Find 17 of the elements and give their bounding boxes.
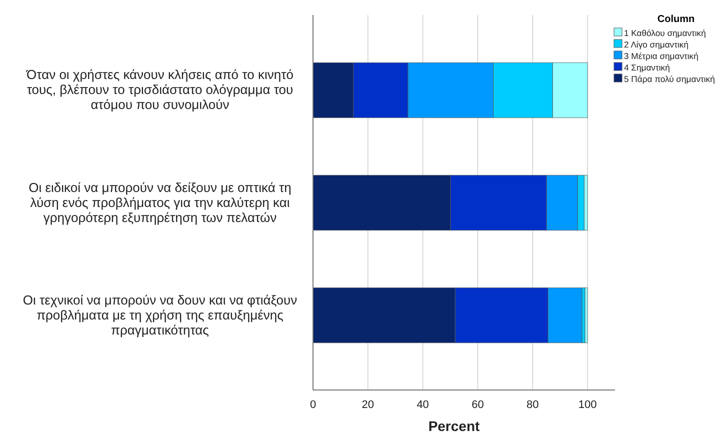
x-axis-title: Percent [428, 418, 480, 432]
x-tick-label: 80 [526, 398, 539, 411]
legend-label: 4 Σημαντική [624, 62, 670, 72]
legend-title: Column [657, 14, 695, 25]
bar [584, 287, 588, 344]
x-tick-label: 0 [310, 398, 316, 411]
x-tick-label: 20 [362, 398, 374, 411]
x-tick-label: 60 [472, 398, 484, 411]
legend-label: 3 Μέτρια σημαντική [624, 51, 699, 61]
y-tick-label: Όταν οι χρήστες κάνουν κλήσεις από το κινητό τους, βλέπουν το τρισδιάστατο ολόγραμμα του ατόμου που συνομιλούν [26, 67, 294, 112]
legend-label: 2 Λίγο σημαντική [624, 40, 689, 50]
legend-label: 5 Πάρα πολύ σημαντική [624, 74, 716, 84]
y-tick-label: Οι ειδικοί να μπορούν να δείξουν με οπτικά τη λύση ενός προβλήματος για την καλύτερη και γρηγορότερη εξυπηρέτηση των πελατών [28, 180, 292, 225]
legend-label: 1 Καθόλου σημαντική [624, 28, 706, 38]
y-tick-label: Οι τεχνικοί να μπορούν να δουν και να φτιάξουν προβλήματα με τη χρήση της επαυξημένης πραγματικότητας [22, 292, 298, 338]
x-tick-label: 100 [578, 398, 597, 411]
x-tick-label: 40 [416, 398, 429, 411]
